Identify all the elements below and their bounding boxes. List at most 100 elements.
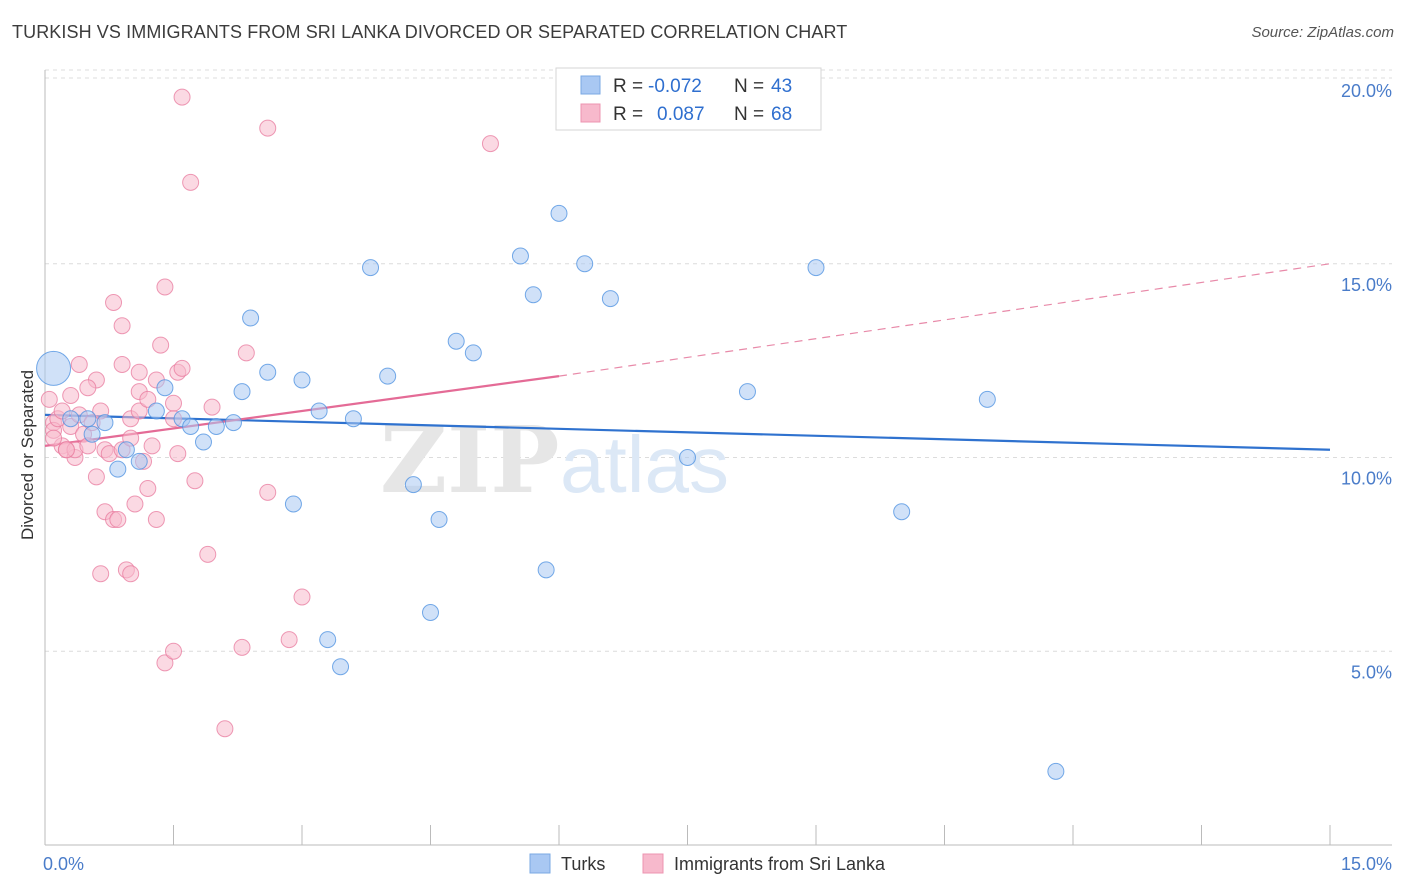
point-turks-11 (194, 433, 212, 451)
trendline-turks (44, 413, 1331, 451)
legend-n-value-1: 43 (771, 76, 792, 97)
point-srilanka-0 (40, 390, 58, 408)
legend-swatch-srilanka (580, 103, 601, 123)
point-srilanka-58 (280, 631, 298, 649)
bottom-legend-label-srilanka: Immigrants from Sri Lanka (674, 854, 886, 874)
bottom-legend-swatch-turks (529, 853, 551, 874)
point-srilanka-57 (259, 483, 277, 501)
point-turks-32 (537, 561, 555, 579)
y-tick-label-3: 20.0% (1341, 81, 1392, 101)
point-turks-0 (36, 350, 72, 386)
legend-n-label-2: N = (734, 104, 764, 125)
legend-r-value-1: -0.072 (648, 76, 702, 97)
point-srilanka-54 (233, 638, 251, 656)
point-srilanka-33 (130, 402, 148, 420)
point-srilanka-56 (259, 119, 277, 137)
point-srilanka-47 (173, 359, 191, 377)
point-turks-35 (601, 290, 619, 308)
point-srilanka-60 (156, 654, 174, 672)
y-tick-labels: 5.0% 10.0% 15.0% 20.0% (1341, 81, 1392, 682)
point-turks-37 (738, 383, 756, 401)
y-axis-label: Divorced or Separated (18, 370, 37, 540)
point-turks-42 (62, 410, 80, 428)
point-turks-6 (130, 452, 148, 470)
legend-box: R = -0.072 N = 43 R = 0.087 N = 68 (555, 67, 822, 131)
x-tick-label-1: 15.0% (1341, 854, 1392, 874)
point-srilanka-34 (130, 363, 148, 381)
point-srilanka-20 (92, 565, 110, 583)
bottom-legend: Turks Immigrants from Sri Lanka (529, 853, 886, 874)
point-srilanka-45 (169, 445, 187, 463)
point-srilanka-41 (152, 336, 170, 354)
point-srilanka-26 (113, 356, 131, 373)
point-turks-15 (242, 309, 260, 327)
point-srilanka-29 (122, 565, 140, 583)
legend-r-label-1: R = (613, 76, 643, 97)
point-turks-23 (362, 259, 380, 277)
axes (44, 70, 1392, 846)
legend-n-value-2: 68 (771, 104, 792, 125)
point-turks-14 (233, 383, 251, 401)
point-turks-33 (550, 204, 568, 222)
point-turks-29 (464, 344, 482, 362)
point-turks-27 (430, 511, 448, 528)
data-points (36, 88, 1065, 780)
legend-r-label-2: R = (613, 104, 643, 125)
point-turks-5 (117, 441, 135, 459)
point-srilanka-38 (139, 480, 157, 497)
point-turks-21 (332, 658, 350, 676)
point-turks-13 (224, 414, 242, 432)
point-turks-25 (404, 476, 422, 494)
point-srilanka-10 (70, 356, 88, 373)
point-srilanka-42 (156, 278, 174, 296)
point-turks-22 (344, 410, 362, 428)
point-turks-7 (147, 402, 165, 420)
point-turks-36 (679, 449, 696, 466)
point-srilanka-6 (62, 387, 80, 404)
point-turks-2 (83, 425, 101, 443)
point-turks-1 (79, 410, 97, 428)
y-tick-label-1: 10.0% (1341, 469, 1392, 489)
point-srilanka-59 (293, 588, 311, 606)
y-tick-label-0: 5.0% (1351, 662, 1392, 682)
legend-swatch-turks (580, 75, 601, 95)
point-srilanka-66 (79, 379, 97, 397)
point-srilanka-27 (113, 317, 131, 335)
point-turks-31 (524, 286, 542, 304)
x-tick-label-0: 0.0% (43, 854, 84, 874)
point-srilanka-67 (143, 437, 161, 455)
chart-title: TURKISH VS IMMIGRANTS FROM SRI LANKA DIV… (12, 22, 848, 42)
trendline-srilanka-extension (558, 263, 1331, 377)
point-srilanka-64 (57, 441, 75, 459)
point-turks-4 (109, 460, 127, 478)
point-srilanka-53 (216, 720, 234, 738)
point-srilanka-50 (173, 88, 191, 106)
y-tick-label-2: 15.0% (1341, 275, 1392, 295)
point-turks-28 (447, 332, 465, 350)
point-srilanka-48 (182, 173, 200, 191)
point-srilanka-61 (165, 642, 182, 660)
point-turks-34 (576, 255, 594, 273)
point-turks-17 (284, 495, 302, 513)
point-srilanka-24 (109, 511, 127, 528)
point-srilanka-52 (203, 398, 221, 416)
point-turks-41 (1047, 762, 1065, 780)
point-srilanka-65 (45, 429, 63, 447)
point-turks-39 (893, 503, 911, 521)
point-srilanka-37 (139, 390, 157, 408)
point-srilanka-40 (147, 511, 165, 528)
point-turks-8 (156, 379, 174, 397)
point-turks-20 (319, 631, 337, 649)
watermark-zip: ZIP (380, 406, 559, 514)
point-turks-24 (379, 367, 397, 385)
point-turks-3 (96, 414, 114, 432)
point-srilanka-15 (87, 468, 105, 486)
point-srilanka-55 (237, 344, 255, 362)
point-turks-18 (293, 371, 311, 389)
point-turks-10 (182, 418, 200, 435)
x-tick-labels: 0.0% 15.0% (43, 854, 1392, 874)
point-srilanka-32 (126, 495, 144, 513)
source-credit: Source: ZipAtlas.com (1251, 24, 1394, 41)
point-turks-26 (422, 604, 439, 621)
